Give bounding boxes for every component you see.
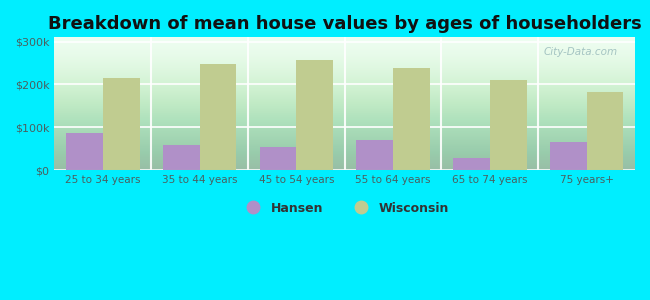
Bar [163,145,200,170]
Bar [393,68,430,170]
Bar [586,92,623,170]
Title: Breakdown of mean house values by ages of householders: Breakdown of mean house values by ages o… [48,15,642,33]
Text: City-Data.com: City-Data.com [543,46,618,57]
Bar [200,64,237,170]
Bar [490,80,526,170]
Legend: Hansen, Wisconsin: Hansen, Wisconsin [236,197,454,220]
Bar [453,158,490,170]
Bar [356,140,393,170]
Bar [550,142,586,170]
Bar [66,133,103,170]
Bar [296,60,333,170]
Bar [259,147,296,170]
Bar [103,78,140,170]
